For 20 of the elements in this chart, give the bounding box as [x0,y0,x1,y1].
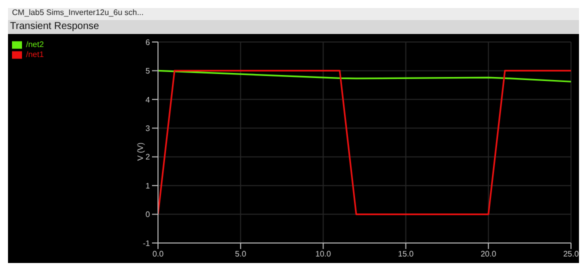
y-tick-label: 4 [146,95,151,104]
text: Transient Response [9,20,100,34]
x-tick-label: 5.0 [235,250,247,259]
y-tick-label: 0 [146,210,151,220]
y-tick-label: 1 [146,181,151,190]
y-tick-label: 3 [146,124,151,133]
y-tick-label: 2 [146,152,151,162]
x-tick-label: 25.0 [563,250,580,259]
x-tick-label: 10.0 [315,250,332,259]
x-tick-label: 15.0 [398,250,414,259]
y-tick-label: 6 [146,38,151,47]
x-tick-label: 0.0 [152,250,164,259]
legend-label: /net2 [26,40,44,50]
text: CM_lab5 Sims_Inverter12u_6u sch... [12,8,144,17]
y-tick-label: -1 [142,238,151,248]
line-series [158,70,571,82]
y-tick-label: 5 [146,66,151,76]
y-axis-title: V (V) [136,142,145,161]
legend-label: /net1 [26,50,44,60]
x-tick-label: 20.0 [480,250,497,259]
